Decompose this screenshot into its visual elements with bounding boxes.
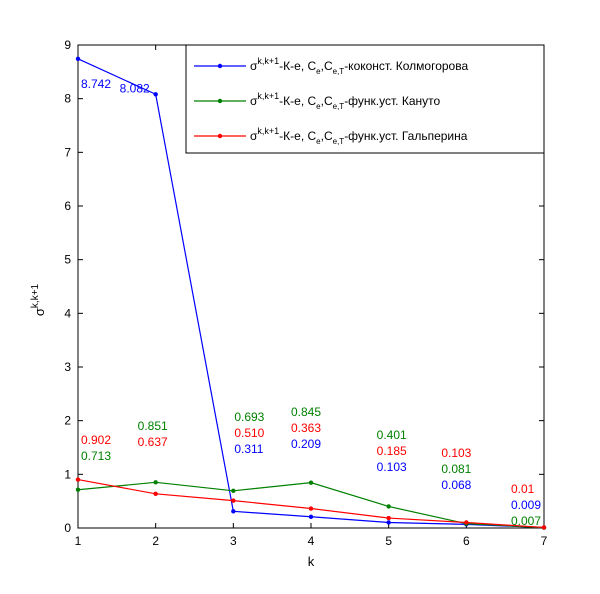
- legend-part-p1: -К-е, С: [279, 129, 316, 143]
- data-label-galperin: 0.637: [138, 435, 168, 449]
- y-tick-label: 9: [64, 38, 71, 52]
- data-label-kolmogorov: 0.209: [291, 437, 321, 451]
- data-point-galperin: [541, 525, 547, 530]
- data-point-kolmogorov: [153, 92, 158, 97]
- y-tick-label: 3: [64, 360, 71, 374]
- legend-part-p3: -функ.уст. Кануто: [344, 94, 440, 108]
- y-tick-label: 2: [64, 414, 71, 428]
- data-point-kanuto: [153, 480, 158, 485]
- data-point-kolmogorov: [308, 514, 314, 519]
- data-point-kolmogorov: [386, 520, 391, 525]
- y-axis-label: σk,k+1: [30, 283, 47, 316]
- data-label-kanuto: 0.713: [81, 449, 111, 463]
- legend-part-sup: k,k+1: [257, 126, 279, 136]
- data-label-kanuto: 0.693: [234, 410, 264, 424]
- y-tick-label: 6: [64, 199, 71, 213]
- data-label-kanuto: 0.845: [291, 405, 321, 419]
- x-tick-label: 3: [230, 534, 237, 548]
- data-point-galperin: [153, 491, 158, 497]
- y-tick-label: 1: [64, 467, 71, 481]
- legend-marker-galperin: [217, 133, 223, 139]
- legend: σk,k+1-К-е, Се,Се,Т-коконст. Колмогорова…: [185, 44, 545, 154]
- x-tick-label: 7: [541, 534, 548, 548]
- legend-part-sup: k,k+1: [257, 91, 279, 101]
- legend-label-kanuto: σk,k+1-К-е, Се,Се,Т-функ.уст. Кануто: [250, 91, 440, 111]
- legend-marker-kanuto: [217, 98, 223, 104]
- legend-part-base: σ: [250, 94, 258, 108]
- data-point-kanuto: [75, 487, 81, 492]
- y-axis-label-sup: k,k+1: [30, 283, 41, 308]
- data-point-galperin: [231, 498, 236, 503]
- y-tick-label: 0: [64, 521, 71, 535]
- y-axis: 0 1 2 3 4 5 6 7 8 9: [64, 38, 544, 535]
- legend-part-sub2: е,Т: [333, 67, 345, 76]
- data-label-kolmogorov: 0.311: [234, 442, 263, 456]
- data-point-galperin: [75, 477, 81, 482]
- data-label-galperin: 0.01: [511, 482, 535, 496]
- x-tick-label: 5: [385, 534, 392, 548]
- data-label-kolmogorov: 0.068: [441, 478, 471, 492]
- data-label-galperin: 0.510: [234, 426, 264, 440]
- data-label-kolmogorov: 0.009: [511, 498, 541, 512]
- legend-box: [185, 44, 545, 154]
- legend-marker-kolmogorov: [217, 63, 223, 69]
- legend-part-sub1: е: [316, 67, 321, 76]
- legend-part-base: σ: [250, 129, 258, 143]
- x-tick-label: 6: [463, 534, 470, 548]
- x-tick-label: 4: [308, 534, 315, 548]
- y-axis-label-base: σ: [32, 308, 47, 316]
- data-point-kolmogorov: [231, 509, 236, 514]
- data-label-kolmogorov: 0.103: [377, 460, 407, 474]
- data-point-kanuto: [386, 504, 391, 509]
- legend-part-sub1: е: [316, 102, 321, 111]
- y-tick-label: 4: [64, 306, 71, 320]
- legend-part-p2: ,С: [321, 59, 333, 73]
- y-tick-label: 7: [64, 145, 71, 159]
- data-label-kolmogorov: 8.742: [81, 77, 111, 91]
- data-label-galperin: 0.103: [441, 446, 471, 460]
- legend-part-sub2: е,Т: [333, 137, 345, 146]
- legend-part-p1: -К-е, С: [279, 94, 316, 108]
- legend-label-galperin: σk,k+1-К-е, Се,Се,Т-функ.уст. Гальперина: [250, 126, 468, 146]
- y-tick-label: 5: [64, 253, 71, 267]
- legend-part-sub1: е: [316, 137, 321, 146]
- x-tick-label: 1: [75, 534, 82, 548]
- data-label-kolmogorov: 8.082: [120, 81, 150, 95]
- data-point-kanuto: [231, 488, 236, 494]
- data-point-galperin: [308, 506, 314, 511]
- data-label-kanuto: 0.401: [377, 428, 407, 442]
- legend-part-p2: ,С: [321, 94, 333, 108]
- legend-part-sup: k,k+1: [257, 56, 279, 66]
- data-point-kanuto: [308, 480, 314, 485]
- data-label-kanuto: 0.081: [441, 462, 471, 476]
- legend-part-sub2: е,Т: [333, 102, 345, 111]
- y-tick-label: 8: [64, 92, 71, 106]
- data-label-kanuto: 0.007: [511, 514, 541, 528]
- data-labels: 8.742 8.082 0.902 0.713 0.851 0.637 0.693 0.510…: [81, 77, 541, 528]
- legend-part-p2: ,С: [321, 129, 333, 143]
- data-point-galperin: [386, 515, 391, 521]
- x-axis-label: k: [308, 554, 315, 569]
- data-label-galperin: 0.902: [81, 433, 111, 447]
- legend-part-p3: -функ.уст. Гальперина: [344, 129, 468, 143]
- data-label-kanuto: 0.851: [138, 419, 168, 433]
- data-point-kolmogorov: [75, 56, 81, 62]
- legend-part-p3: -коконст. Колмогорова: [344, 59, 468, 73]
- legend-part-p1: -К-е, С: [279, 59, 316, 73]
- series-lines: [75, 56, 547, 530]
- data-label-galperin: 0.363: [291, 421, 321, 435]
- x-tick-label: 2: [152, 534, 159, 548]
- legend-part-base: σ: [250, 59, 258, 73]
- legend-label-kolmogorov: σk,k+1-К-е, Се,Се,Т-коконст. Колмогорова: [250, 56, 468, 76]
- data-label-galperin: 0.185: [377, 444, 407, 458]
- data-point-galperin: [464, 520, 469, 525]
